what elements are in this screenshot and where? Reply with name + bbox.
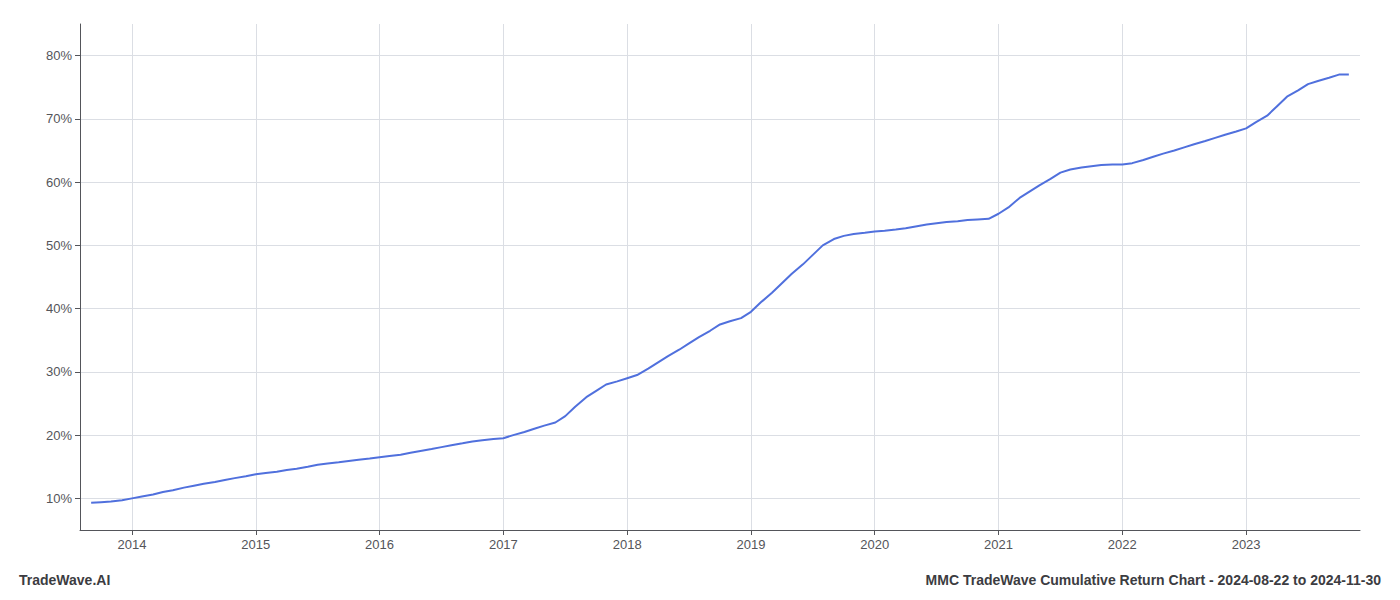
- svg-text:2021: 2021: [984, 537, 1013, 552]
- svg-text:2020: 2020: [860, 537, 889, 552]
- svg-text:2015: 2015: [241, 537, 270, 552]
- svg-text:TradeWave.AI: TradeWave.AI: [19, 572, 110, 588]
- svg-text:2016: 2016: [365, 537, 394, 552]
- svg-text:2023: 2023: [1232, 537, 1261, 552]
- svg-text:MMC TradeWave Cumulative Retur: MMC TradeWave Cumulative Return Chart - …: [926, 572, 1382, 588]
- svg-text:70%: 70%: [46, 111, 72, 126]
- svg-text:60%: 60%: [46, 175, 72, 190]
- svg-text:2019: 2019: [736, 537, 765, 552]
- svg-text:2014: 2014: [118, 537, 147, 552]
- svg-text:40%: 40%: [46, 301, 72, 316]
- svg-text:2022: 2022: [1108, 537, 1137, 552]
- svg-text:30%: 30%: [46, 364, 72, 379]
- svg-text:2018: 2018: [613, 537, 642, 552]
- svg-text:20%: 20%: [46, 428, 72, 443]
- svg-text:10%: 10%: [46, 491, 72, 506]
- svg-text:2017: 2017: [489, 537, 518, 552]
- svg-text:50%: 50%: [46, 238, 72, 253]
- svg-text:80%: 80%: [46, 48, 72, 63]
